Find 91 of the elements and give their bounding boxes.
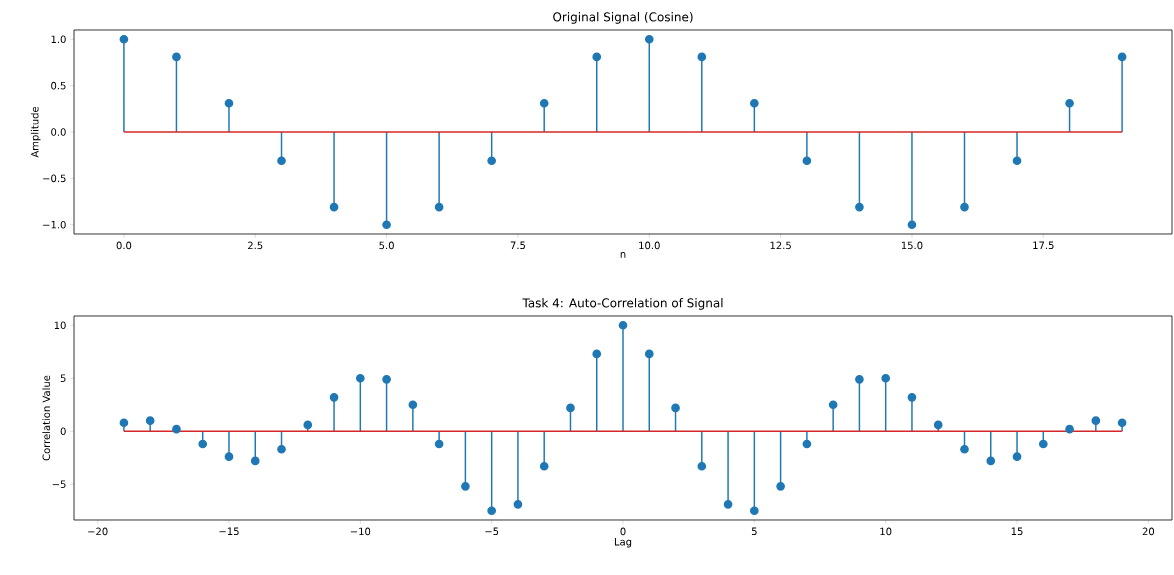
point xyxy=(145,416,155,425)
point xyxy=(1117,418,1127,428)
x-tick-label: 5 xyxy=(751,527,757,536)
point xyxy=(1117,52,1127,62)
y-tick-label: −5 xyxy=(52,480,66,488)
point xyxy=(355,373,365,383)
point xyxy=(592,52,602,62)
x-tick-label: −5 xyxy=(485,527,499,536)
point xyxy=(119,418,129,428)
x-tick-label: 0.0 xyxy=(116,241,132,250)
point xyxy=(487,506,497,516)
point xyxy=(802,439,812,449)
y-tick-label: 10 xyxy=(54,321,66,330)
point xyxy=(1065,98,1074,108)
point xyxy=(382,374,391,384)
point xyxy=(329,202,339,212)
point xyxy=(644,349,654,359)
y-axis-title: Correlation Value xyxy=(42,375,51,461)
point xyxy=(198,439,208,449)
point xyxy=(119,34,129,44)
point xyxy=(592,349,602,359)
point xyxy=(1091,416,1101,425)
point xyxy=(513,500,523,509)
x-tick-label: 0 xyxy=(620,527,626,536)
point xyxy=(277,156,286,166)
y-tick-label: 5 xyxy=(60,374,66,382)
y-axis-title: Amplitude xyxy=(30,106,41,158)
x-tick-label: −10 xyxy=(350,527,371,536)
point xyxy=(776,482,785,491)
point xyxy=(172,424,181,434)
point xyxy=(434,439,444,449)
point xyxy=(644,34,654,44)
point xyxy=(960,444,969,454)
point xyxy=(487,156,497,166)
chart-title: Task 4: Auto-Correlation of Signal xyxy=(522,298,723,310)
point xyxy=(723,500,733,509)
point xyxy=(907,393,917,402)
x-tick-label: 17.5 xyxy=(1033,241,1054,250)
point xyxy=(461,482,470,491)
y-tick-label: −0.5 xyxy=(43,174,66,183)
point xyxy=(697,461,707,471)
point xyxy=(1038,439,1048,449)
x-tick-label: 2.5 xyxy=(248,241,263,250)
x-tick-label: 5.0 xyxy=(379,241,394,250)
point xyxy=(828,400,838,410)
point xyxy=(434,202,444,212)
x-tick-label: 20 xyxy=(1142,527,1155,536)
point xyxy=(382,220,391,230)
point xyxy=(408,400,418,410)
point xyxy=(933,420,943,430)
point xyxy=(172,52,181,62)
x-tick-label: −20 xyxy=(88,527,108,536)
point xyxy=(986,456,996,466)
point xyxy=(855,374,864,384)
x-tick-label: 15.0 xyxy=(901,241,923,250)
x-tick-label: −15 xyxy=(219,527,239,536)
point xyxy=(277,444,286,454)
chart-title: Original Signal (Cosine) xyxy=(553,12,693,24)
point xyxy=(539,98,549,108)
y-tick-label: 1.0 xyxy=(51,35,66,44)
point xyxy=(329,393,339,402)
point xyxy=(303,420,313,430)
point xyxy=(566,403,575,413)
x-axis-title: n xyxy=(620,252,626,258)
x-axis-title: Lag xyxy=(614,538,632,548)
point xyxy=(750,506,759,516)
point xyxy=(881,373,891,383)
point xyxy=(1065,424,1074,434)
y-tick-label: 0 xyxy=(60,427,66,436)
x-tick-label: 10 xyxy=(880,527,892,536)
x-tick-label: 10.0 xyxy=(639,241,660,250)
point xyxy=(618,320,628,330)
y-tick-label: 0.0 xyxy=(51,128,66,136)
x-tick-label: 7.5 xyxy=(510,241,525,250)
point xyxy=(750,98,759,108)
point xyxy=(1012,156,1022,166)
y-tick-label: 0.5 xyxy=(51,81,66,90)
x-tick-label: 12.5 xyxy=(770,241,791,250)
y-tick-label: −1.0 xyxy=(43,220,66,229)
point xyxy=(539,461,549,471)
point xyxy=(224,452,234,462)
point xyxy=(697,52,707,62)
point xyxy=(960,202,969,212)
point xyxy=(1012,452,1022,462)
point xyxy=(250,456,260,466)
point xyxy=(907,220,917,230)
point xyxy=(855,202,864,212)
point xyxy=(224,98,234,108)
point xyxy=(671,403,680,413)
x-tick-label: 15 xyxy=(1011,527,1023,536)
point xyxy=(802,156,812,166)
